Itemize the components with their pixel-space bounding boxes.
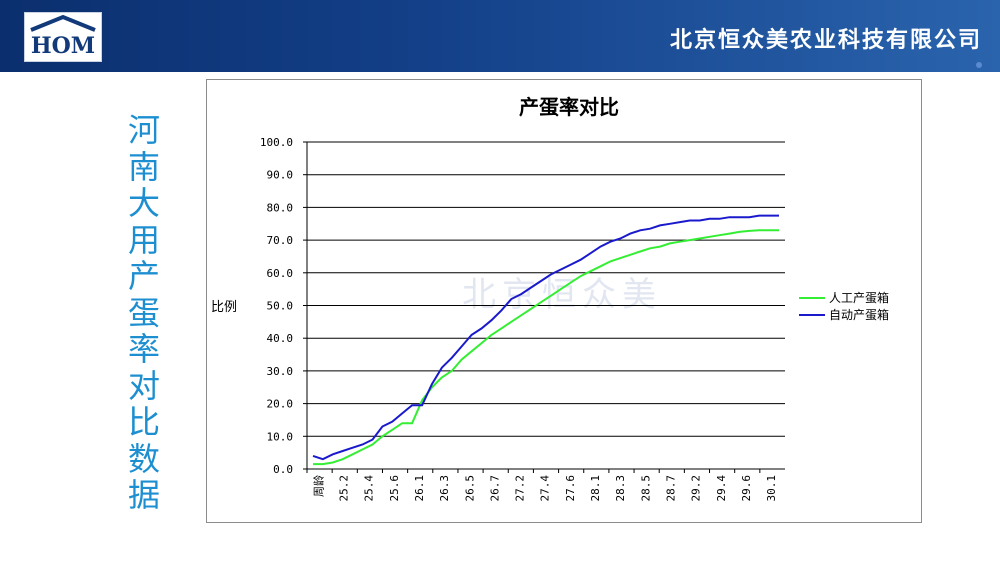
side-title: 河南大用产蛋率对比数据: [124, 112, 164, 514]
y-axis-ticks: 0.0 10.0 20.0 30.0 40.0 50.0 60.0 70.0 80.0 90.0 1…: [260, 136, 307, 476]
x-axis-ticks: 周龄 25.2 25.4 25.6 26.1 26.3 26.5 26.7 27.2 27.4 27…: [306, 469, 778, 502]
legend-label: 人工产蛋箱: [829, 290, 889, 305]
side-title-char: 数: [127, 439, 160, 478]
side-title-char: 河: [127, 111, 160, 149]
decorative-dot: [976, 62, 982, 68]
y-tick-label: 70.0: [267, 234, 294, 247]
chart-title: 产蛋率对比: [519, 95, 619, 119]
company-logo: HOM: [24, 12, 102, 62]
x-tick-label: 29.4: [715, 475, 728, 502]
y-tick-label: 60.0: [267, 267, 294, 280]
y-tick-label: 30.0: [267, 365, 294, 378]
y-tick-label: 10.0: [267, 430, 294, 443]
x-tick-label: 29.6: [740, 475, 753, 502]
chart-frame: 产蛋率对比 北京恒众美 0.0 10.0 20.0 30.0 40.0 50.0 60.0 7…: [206, 79, 922, 523]
y-tick-label: 100.0: [260, 136, 293, 149]
y-tick-label: 40.0: [267, 332, 294, 345]
header-bar: HOM 北京恒众美农业科技有限公司: [0, 0, 1000, 72]
y-tick-label: 50.0: [267, 300, 294, 313]
axes: [306, 142, 785, 470]
x-tick-label: 29.2: [690, 475, 703, 502]
x-tick-label: 28.3: [614, 475, 627, 502]
side-title-char: 用: [127, 220, 160, 259]
watermark: 北京恒众美: [462, 275, 662, 315]
x-tick-label: 28.5: [639, 475, 652, 502]
logo-icon: HOM: [30, 14, 96, 59]
y-tick-label: 80.0: [267, 201, 294, 214]
x-tick-label: 26.7: [488, 475, 501, 502]
y-tick-label: 0.0: [273, 463, 293, 476]
x-tick-label: 28.7: [665, 475, 678, 502]
x-tick-label: 26.3: [438, 475, 451, 502]
side-title-char: 比: [127, 403, 160, 441]
series-line-auto: [312, 214, 779, 461]
legend-label: 自动产蛋箱: [829, 307, 889, 322]
company-name: 北京恒众美农业科技有限公司: [669, 27, 982, 53]
x-tick-label: 26.5: [463, 475, 476, 502]
side-title-char: 南: [127, 147, 160, 186]
series-lines: [312, 214, 779, 466]
y-axis-label: 比例: [211, 300, 237, 315]
x-tick-label: 27.4: [539, 475, 552, 502]
side-title-char: 率: [127, 330, 160, 368]
side-title-char: 产: [127, 257, 160, 295]
x-tick-label: 30.1: [765, 475, 778, 502]
x-tick-label: 27.2: [514, 475, 527, 502]
x-tick-label: 28.1: [589, 475, 602, 502]
line-chart: 产蛋率对比 北京恒众美 0.0 10.0 20.0 30.0 40.0 50.0 60.0 7…: [211, 95, 889, 502]
y-tick-label: 90.0: [267, 169, 294, 182]
x-tick-label: 25.2: [337, 475, 350, 502]
side-title-char: 大: [127, 184, 160, 222]
side-title-char: 蛋: [127, 293, 160, 332]
x-tick-label: 25.4: [363, 475, 376, 502]
logo-text: HOM: [31, 33, 95, 59]
x-tick-label: 27.6: [564, 475, 577, 502]
y-tick-label: 20.0: [267, 398, 294, 411]
x-tick-label: 25.6: [388, 475, 401, 502]
side-title-char: 据: [127, 476, 160, 514]
x-tick-label: 周龄: [311, 475, 325, 497]
side-title-char: 对: [127, 366, 160, 405]
x-tick-label: 26.1: [413, 475, 426, 502]
grid-lines: [307, 141, 785, 437]
series-line-manual: [313, 229, 779, 466]
